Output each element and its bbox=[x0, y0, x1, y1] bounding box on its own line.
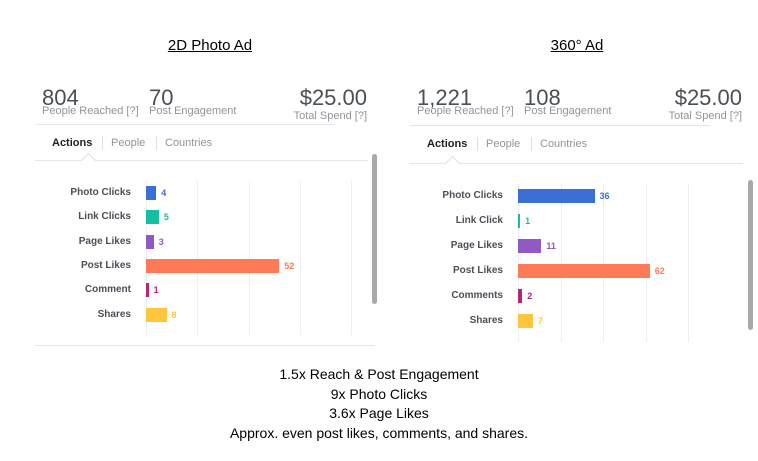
bar-label: Post Likes bbox=[452, 265, 503, 276]
bar-value: 3 bbox=[158, 236, 164, 247]
bar-label: Post Likes bbox=[80, 259, 131, 271]
stat-value: 1,221 bbox=[417, 85, 473, 110]
gridline bbox=[248, 181, 250, 335]
bar-value: 1 bbox=[153, 285, 159, 296]
tab-people[interactable]: People bbox=[486, 138, 521, 150]
bar bbox=[518, 214, 521, 228]
tab-separator bbox=[477, 137, 478, 151]
bar-label: Photo Clicks bbox=[442, 190, 503, 201]
stat-label: Post Engagement bbox=[524, 105, 612, 117]
bar bbox=[518, 239, 542, 253]
gridline bbox=[518, 184, 519, 342]
bar-label: Page Likes bbox=[78, 235, 131, 247]
gridline bbox=[351, 181, 352, 335]
bar bbox=[146, 210, 159, 225]
bar-value: 8 bbox=[171, 309, 177, 320]
summary-text: 1.5x Reach & Post Engagement 9x Photo Cl… bbox=[0, 365, 758, 444]
summary-line: 9x Photo Clicks bbox=[330, 385, 428, 402]
bar bbox=[146, 283, 149, 298]
divider bbox=[35, 124, 335, 125]
bar bbox=[518, 189, 595, 203]
scrollbar[interactable] bbox=[748, 180, 753, 330]
scrollbar[interactable] bbox=[372, 154, 377, 304]
bar-label: Photo Clicks bbox=[70, 187, 131, 198]
stat-label: Total Spend [?] bbox=[668, 110, 742, 122]
tabs-underline bbox=[35, 160, 368, 161]
bar bbox=[518, 264, 650, 278]
tab-separator bbox=[102, 136, 103, 150]
bar bbox=[518, 314, 533, 328]
stat-value: $25.00 bbox=[674, 85, 742, 110]
tab-countries[interactable]: Countries bbox=[165, 137, 213, 149]
bar-value: 36 bbox=[599, 191, 610, 201]
bar-label: Page Likes bbox=[450, 240, 503, 251]
bar-value: 2 bbox=[527, 291, 533, 301]
bar bbox=[146, 234, 154, 249]
summary-line: 3.6x Page Likes bbox=[329, 405, 429, 422]
stat-value: $25.00 bbox=[299, 85, 367, 110]
chart-title: 2D Photo Ad bbox=[167, 37, 253, 54]
stat-label: People Reached [?] bbox=[417, 105, 514, 117]
tab-separator bbox=[531, 137, 532, 151]
stat-value: 70 bbox=[149, 85, 174, 110]
gridline bbox=[560, 184, 562, 342]
tabs-underline bbox=[410, 163, 743, 164]
bar-value: 11 bbox=[546, 241, 556, 251]
stat-value: 108 bbox=[524, 85, 561, 110]
bar-value: 5 bbox=[163, 212, 169, 223]
bottom-divider bbox=[35, 345, 375, 346]
chart-title: 360° Ad bbox=[550, 37, 604, 54]
divider bbox=[410, 125, 710, 126]
gridline bbox=[645, 184, 647, 342]
bar-label: Shares bbox=[469, 315, 503, 326]
active-tab-indicator bbox=[444, 155, 461, 172]
tab-countries[interactable]: Countries bbox=[540, 138, 588, 150]
bar-label: Link Click bbox=[455, 215, 503, 226]
gridline bbox=[299, 181, 301, 335]
tab-people[interactable]: People bbox=[111, 137, 146, 149]
bar-label: Link Clicks bbox=[78, 211, 131, 223]
gridline bbox=[197, 181, 199, 335]
gridline bbox=[603, 184, 604, 342]
bar-value: 1 bbox=[525, 216, 531, 226]
bar bbox=[146, 258, 280, 273]
tab-actions[interactable]: Actions bbox=[52, 137, 93, 149]
stat-label: Post Engagement bbox=[149, 105, 237, 117]
bar bbox=[146, 186, 157, 200]
bar-value: 62 bbox=[654, 266, 665, 276]
bar-value: 7 bbox=[537, 316, 543, 326]
bar-label: Comments bbox=[451, 290, 503, 301]
bar-label: Shares bbox=[97, 308, 131, 320]
gridline bbox=[146, 181, 147, 335]
bar-value: 52 bbox=[284, 260, 295, 271]
tab-separator bbox=[156, 136, 157, 150]
stat-label: Total Spend [?] bbox=[293, 110, 367, 122]
summary-line: Approx. even post likes, comments, and s… bbox=[229, 425, 529, 442]
bar bbox=[518, 289, 523, 303]
bar-label: Comment bbox=[84, 284, 131, 296]
stat-label: People Reached [?] bbox=[42, 105, 139, 117]
bar bbox=[146, 307, 167, 322]
tab-actions[interactable]: Actions bbox=[427, 138, 468, 150]
summary-line: 1.5x Reach & Post Engagement bbox=[279, 366, 479, 382]
gridline bbox=[688, 184, 689, 342]
active-tab-indicator bbox=[80, 152, 97, 169]
stat-value: 804 bbox=[42, 85, 79, 110]
bar-value: 4 bbox=[161, 188, 167, 198]
